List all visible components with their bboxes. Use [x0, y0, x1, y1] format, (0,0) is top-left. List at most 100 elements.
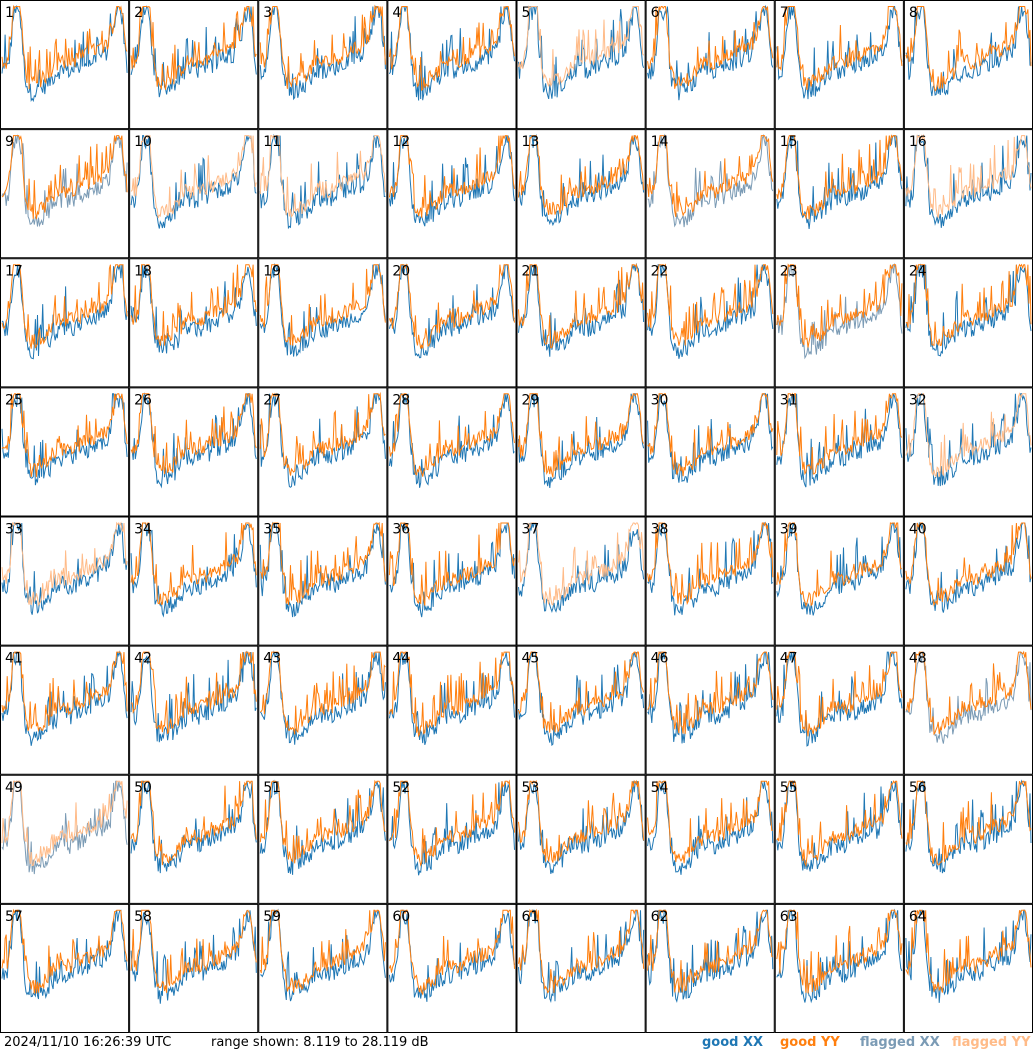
tile-20: 20 [387, 258, 517, 388]
series-yy-line [389, 779, 515, 867]
tile-label: 64 [909, 909, 927, 925]
series-xx-line [130, 910, 257, 1004]
tile-label: 10 [134, 134, 152, 150]
series-yy-line [1, 780, 128, 867]
series-yy-line [518, 651, 645, 733]
series-yy-line [388, 5, 515, 92]
tile-label: 20 [392, 263, 410, 279]
tile-frame [387, 129, 517, 259]
tile-12: 12 [387, 129, 517, 259]
tile-7: 7 [774, 0, 904, 130]
tile-13: 13 [516, 129, 646, 259]
series-yy-line [1, 4, 128, 90]
tile-24: 24 [903, 258, 1033, 388]
tile-label: 46 [651, 651, 669, 667]
series-yy-line [905, 780, 1032, 866]
tile-27: 27 [258, 387, 388, 517]
tile-56: 56 [903, 774, 1033, 904]
tile-54: 54 [645, 774, 775, 904]
series-yy-line [130, 522, 257, 605]
tile-frame [774, 0, 904, 130]
tile-label: 33 [5, 522, 23, 538]
tile-label: 55 [780, 780, 798, 796]
tile-55: 55 [774, 774, 904, 904]
series-yy-line [518, 779, 645, 863]
tile-label: 31 [780, 392, 798, 408]
series-yy-line [259, 391, 386, 476]
tile-52: 52 [387, 774, 517, 904]
tile-51: 51 [258, 774, 388, 904]
tile-label: 52 [392, 780, 410, 796]
tile-frame [387, 387, 517, 517]
tile-30: 30 [645, 387, 775, 517]
tile-label: 9 [5, 134, 14, 150]
series-yy-line [647, 393, 774, 477]
tile-36: 36 [387, 516, 517, 646]
series-yy-line [518, 393, 645, 478]
tile-8: 8 [903, 0, 1033, 130]
tile-35: 35 [258, 516, 388, 646]
series-yy-line [776, 651, 903, 737]
series-yy-line [518, 263, 645, 349]
tile-label: 37 [522, 522, 540, 538]
tile-18: 18 [129, 258, 259, 388]
tile-19: 19 [258, 258, 388, 388]
tile-frame [258, 903, 388, 1033]
series-yy-line [388, 651, 515, 738]
series-yy-line [776, 909, 903, 994]
series-yy-line [905, 6, 1032, 92]
tile-label: 56 [909, 780, 927, 796]
tile-label: 2 [134, 5, 143, 21]
tile-15: 15 [774, 129, 904, 259]
series-yy-line [130, 264, 257, 346]
tile-14: 14 [645, 129, 775, 259]
series-yy-line [518, 908, 645, 994]
series-yy-line [518, 522, 645, 606]
tile-label: 22 [651, 263, 669, 279]
series-xx-line [259, 521, 386, 618]
tile-43: 43 [258, 645, 388, 775]
tile-16: 16 [903, 129, 1033, 259]
tile-59: 59 [258, 903, 388, 1033]
series-xx-line [130, 522, 257, 618]
series-xx-line [388, 393, 515, 488]
tile-label: 17 [5, 263, 23, 279]
series-xx-line [905, 779, 1032, 874]
series-yy-line [1, 135, 128, 220]
tile-11: 11 [258, 129, 388, 259]
legend-good-yy: good YY [780, 1035, 840, 1050]
tile-label: 7 [780, 5, 789, 21]
tile-28: 28 [387, 387, 517, 517]
tile-31: 31 [774, 387, 904, 517]
tile-58: 58 [129, 903, 259, 1033]
series-xx-line [130, 650, 257, 743]
tile-label: 48 [909, 651, 927, 667]
series-yy-line [518, 135, 645, 215]
tile-label: 47 [780, 651, 798, 667]
tile-label: 16 [909, 134, 927, 150]
tile-4: 4 [387, 0, 517, 130]
tile-21: 21 [516, 258, 646, 388]
series-yy-line [259, 135, 386, 218]
series-xx-line [776, 6, 903, 100]
series-xx-line [259, 262, 386, 357]
series-xx-line [518, 6, 645, 100]
tile-label: 24 [909, 263, 927, 279]
tile-17: 17 [0, 258, 130, 388]
series-yy-line [1, 393, 128, 478]
series-xx-line [776, 651, 903, 747]
tile-frame [903, 774, 1033, 904]
tile-label: 21 [522, 263, 540, 279]
series-xx-line [259, 650, 386, 745]
series-xx-line [388, 6, 515, 101]
tile-9: 9 [0, 129, 130, 259]
range-shown: range shown: 8.119 to 28.119 dB [211, 1035, 429, 1050]
timestamp: 2024/11/10 16:26:39 UTC [4, 1035, 172, 1050]
series-yy-line [647, 780, 773, 864]
series-yy-line [259, 779, 386, 864]
footer: 2024/11/10 16:26:39 UTC range shown: 8.1… [0, 1033, 1033, 1053]
series-xx-line [518, 134, 645, 227]
tile-53: 53 [516, 774, 646, 904]
series-yy-line [130, 393, 257, 475]
series-xx-line [905, 6, 1032, 97]
